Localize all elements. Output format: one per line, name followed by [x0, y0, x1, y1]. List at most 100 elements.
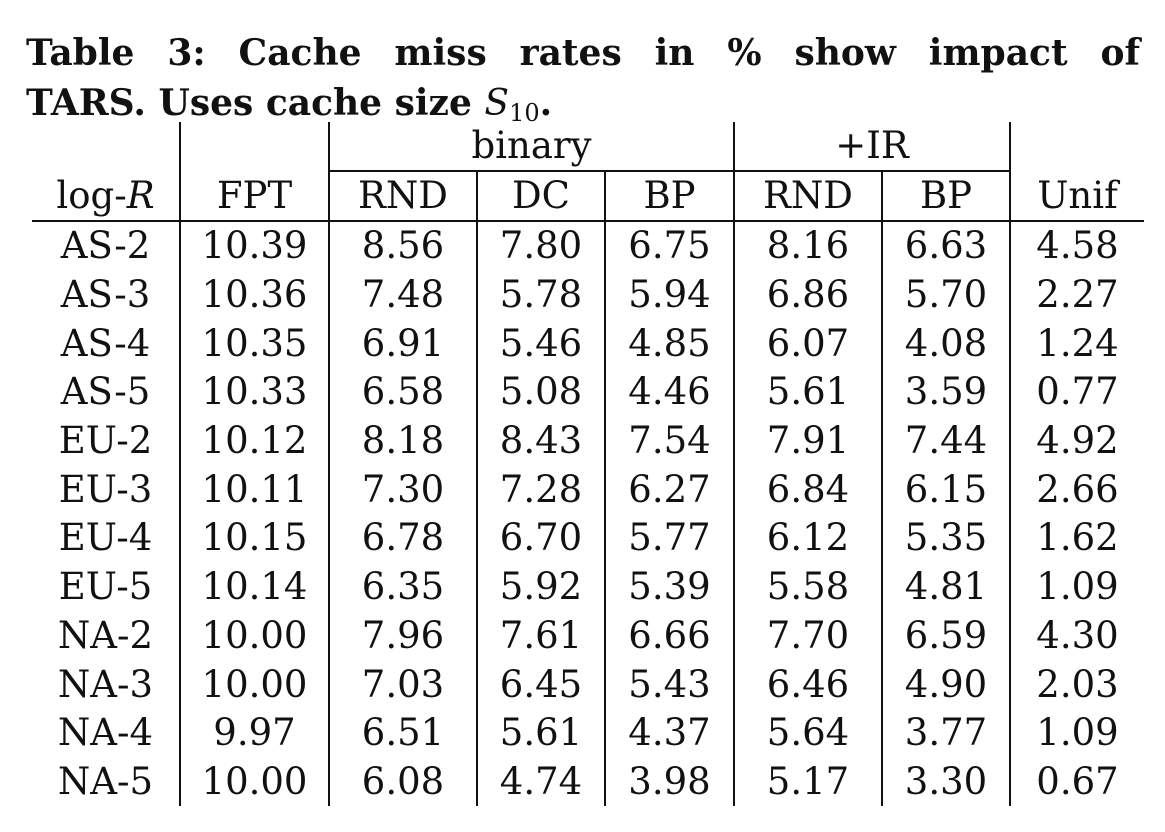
- ir-rnd-cell: 5.58: [734, 562, 883, 612]
- row-label-cell: AS-5: [32, 368, 181, 417]
- row-label-cell: NA-4: [32, 708, 181, 758]
- ir-rnd-cell: 6.07: [734, 319, 883, 369]
- binary-dc-cell: 6.70: [477, 514, 606, 563]
- ir-bp-cell: 6.63: [882, 221, 1011, 271]
- binary-bp-cell: 6.75: [605, 221, 735, 271]
- col-header-log-r: log-R: [32, 171, 181, 222]
- row-label-cell: EU-5: [32, 562, 181, 612]
- unif-cell: 0.77: [1036, 370, 1119, 414]
- group-header-row: binary +IR: [32, 122, 1144, 172]
- unif-cell: 4.58: [1036, 224, 1119, 268]
- binary-bp-cell: 6.66: [605, 611, 735, 661]
- unif-cell: 2.03: [1036, 662, 1119, 706]
- unif-cell: 1.09: [1036, 711, 1119, 755]
- ir-bp-cell: 3.59: [882, 368, 1011, 417]
- ir-bp-cell: 4.90: [882, 660, 1011, 709]
- binary-bp-cell: 3.98: [605, 757, 735, 807]
- binary-rnd-cell: 6.91: [329, 319, 478, 369]
- column-header-row: log-R FPT RND DC BP RND BP Unif: [32, 171, 1144, 222]
- binary-dc-cell: 5.61: [477, 708, 606, 758]
- binary-bp-cell: 5.94: [605, 270, 735, 320]
- binary-rnd-cell: 6.78: [329, 514, 478, 563]
- ir-bp-cell: 5.35: [882, 514, 1011, 563]
- fpt-cell: 10.00: [180, 757, 330, 807]
- row-label-cell: EU-2: [32, 416, 181, 466]
- table-row: AS-3 10.36 7.48 5.78 5.94 6.86 5.70 2.27: [32, 270, 1144, 320]
- col-header-fpt: FPT: [180, 171, 330, 222]
- ir-bp-cell: 5.70: [882, 270, 1011, 320]
- row-label-cell: AS-3: [32, 270, 181, 320]
- binary-rnd-cell: 8.56: [329, 221, 478, 271]
- table-row: NA-4 9.97 6.51 5.61 4.37 5.64 3.77 1.09: [32, 708, 1144, 758]
- empty-header-cell: [32, 122, 181, 171]
- binary-bp-cell: 4.46: [605, 368, 735, 417]
- fpt-cell: 10.33: [180, 368, 330, 417]
- table-row: NA-3 10.00 7.03 6.45 5.43 6.46 4.90 2.03: [32, 660, 1144, 709]
- ir-rnd-cell: 7.91: [734, 416, 883, 466]
- binary-dc-cell: 8.43: [477, 416, 606, 466]
- binary-dc-cell: 4.74: [477, 757, 606, 807]
- col-header-binary-bp: BP: [605, 171, 735, 222]
- binary-rnd-cell: 6.08: [329, 757, 478, 807]
- binary-rnd-cell: 7.03: [329, 660, 478, 709]
- col-header-binary-dc: DC: [477, 171, 606, 222]
- unif-cell: 4.92: [1036, 419, 1119, 463]
- table-row: AS-2 10.39 8.56 7.80 6.75 8.16 6.63 4.58: [32, 221, 1144, 271]
- table-row: AS-5 10.33 6.58 5.08 4.46 5.61 3.59 0.77: [32, 368, 1144, 417]
- table-row: EU-2 10.12 8.18 8.43 7.54 7.91 7.44 4.92: [32, 416, 1144, 466]
- binary-bp-cell: 7.54: [605, 416, 735, 466]
- ir-rnd-cell: 6.12: [734, 514, 883, 563]
- table-body: AS-2 10.39 8.56 7.80 6.75 8.16 6.63 4.58 AS-3 10.…: [32, 221, 1144, 807]
- ir-bp-cell: 7.44: [882, 416, 1011, 466]
- cache-size-symbol: S: [484, 83, 510, 124]
- table-caption: Table 3: Cache miss rates in % show impa…: [26, 28, 1140, 138]
- binary-bp-cell: 5.39: [605, 562, 735, 612]
- row-label-cell: EU-3: [32, 465, 181, 515]
- binary-rnd-cell: 7.48: [329, 270, 478, 320]
- caption-line-1: Table 3: Cache miss rates in % show impa…: [26, 32, 1140, 74]
- table-header: binary +IR log-R FPT RND DC BP RND BP Un…: [32, 122, 1144, 222]
- fpt-cell: 10.00: [180, 611, 330, 661]
- ir-rnd-cell: 5.17: [734, 757, 883, 807]
- ir-rnd-cell: 5.64: [734, 708, 883, 758]
- unif-cell: 0.67: [1036, 759, 1119, 803]
- table-row: NA-2 10.00 7.96 7.61 6.66 7.70 6.59 4.30: [32, 611, 1144, 661]
- ir-rnd-cell: 6.46: [734, 660, 883, 709]
- col-header-binary-rnd: RND: [329, 171, 478, 222]
- ir-bp-cell: 4.08: [882, 319, 1011, 369]
- binary-rnd-cell: 7.30: [329, 465, 478, 515]
- row-label-cell: AS-4: [32, 319, 181, 369]
- ir-bp-cell: 6.59: [882, 611, 1011, 661]
- unif-cell: 2.27: [1036, 273, 1119, 317]
- binary-bp-cell: 5.77: [605, 514, 735, 563]
- row-label-cell: NA-2: [32, 611, 181, 661]
- empty-header-cell: [1010, 122, 1144, 171]
- fpt-cell: 10.14: [180, 562, 330, 612]
- group-header-binary: binary: [329, 122, 735, 172]
- unif-cell: 1.62: [1036, 516, 1119, 560]
- binary-rnd-cell: 7.96: [329, 611, 478, 661]
- row-label-cell: NA-5: [32, 757, 181, 807]
- unif-cell: 1.09: [1036, 565, 1119, 609]
- binary-dc-cell: 7.61: [477, 611, 606, 661]
- table-row: NA-5 10.00 6.08 4.74 3.98 5.17 3.30 0.67: [32, 757, 1144, 807]
- fpt-cell: 10.35: [180, 319, 330, 369]
- ir-bp-cell: 3.77: [882, 708, 1011, 758]
- ir-rnd-cell: 5.61: [734, 368, 883, 417]
- col-header-ir-rnd: RND: [734, 171, 883, 222]
- fpt-cell: 10.36: [180, 270, 330, 320]
- binary-bp-cell: 4.85: [605, 319, 735, 369]
- fpt-cell: 9.97: [180, 708, 330, 758]
- ir-bp-cell: 6.15: [882, 465, 1011, 515]
- fpt-cell: 10.00: [180, 660, 330, 709]
- cache-miss-rate-table: binary +IR log-R FPT RND DC BP RND BP Un…: [32, 122, 1144, 807]
- binary-dc-cell: 6.45: [477, 660, 606, 709]
- ir-rnd-cell: 8.16: [734, 221, 883, 271]
- col-header-log-r-var: R: [126, 173, 155, 217]
- binary-dc-cell: 7.80: [477, 221, 606, 271]
- col-header-ir-bp: BP: [882, 171, 1011, 222]
- binary-dc-cell: 7.28: [477, 465, 606, 515]
- binary-dc-cell: 5.78: [477, 270, 606, 320]
- table-row: EU-5 10.14 6.35 5.92 5.39 5.58 4.81 1.09: [32, 562, 1144, 612]
- binary-bp-cell: 5.43: [605, 660, 735, 709]
